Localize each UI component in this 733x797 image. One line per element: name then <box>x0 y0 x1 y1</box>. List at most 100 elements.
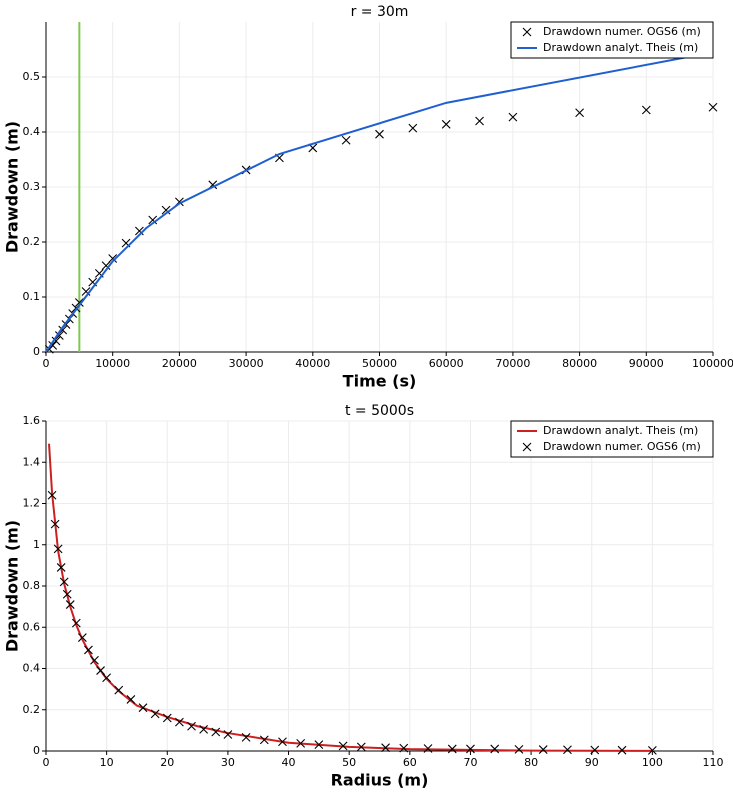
legend-label: Drawdown numer. OGS6 (m) <box>543 440 701 453</box>
data-point <box>441 119 451 129</box>
data-point <box>490 744 500 754</box>
y-tick-label: 0.4 <box>23 662 41 675</box>
data-point <box>134 226 144 236</box>
data-point <box>514 744 524 754</box>
series-line <box>48 443 653 752</box>
data-point <box>54 331 64 340</box>
data-point <box>56 563 66 572</box>
legend-label: Drawdown numer. OGS6 (m) <box>543 25 701 38</box>
data-point <box>466 744 475 754</box>
y-tick-label: 1.2 <box>23 497 41 510</box>
x-axis-label: Time (s) <box>343 372 417 391</box>
data-point <box>74 298 84 307</box>
data-point <box>50 519 60 529</box>
data-point <box>71 618 81 628</box>
legend-swatch <box>522 442 532 452</box>
data-point <box>356 742 366 752</box>
x-tick-label: 30 <box>221 756 235 769</box>
data-point <box>278 737 287 747</box>
x-tick-label: 0 <box>43 357 50 370</box>
x-tick-label: 40 <box>282 756 296 769</box>
data-point <box>126 695 136 704</box>
data-point <box>399 743 409 753</box>
y-tick-label: 0.5 <box>23 70 41 83</box>
x-tick-label: 20000 <box>162 357 197 370</box>
chart-title: t = 5000s <box>345 403 414 419</box>
data-point <box>65 600 75 609</box>
data-point <box>90 655 99 665</box>
legend: Drawdown analyt. Theis (m) Drawdown numer… <box>510 420 714 458</box>
y-tick-label: 0.3 <box>23 180 41 193</box>
x-tick-label: 70000 <box>495 357 530 370</box>
x-tick-label: 30000 <box>229 357 264 370</box>
data-point <box>59 577 69 587</box>
data-point <box>101 261 111 271</box>
x-tick-label: 100 <box>642 756 663 769</box>
x-tick-label: 40000 <box>295 357 330 370</box>
x-tick-label: 70 <box>463 756 477 769</box>
x-axis-label: Radius (m) <box>331 771 429 790</box>
y-tick-label: 0.4 <box>23 125 41 138</box>
data-point <box>62 589 72 599</box>
plot-area <box>47 443 657 755</box>
y-tick-label: 0 <box>33 345 40 358</box>
data-point <box>148 215 158 225</box>
y-axis-label: Drawdown (m) <box>3 520 22 652</box>
data-point <box>641 105 651 115</box>
data-point <box>51 336 61 346</box>
data-point <box>161 205 171 215</box>
data-point <box>96 666 105 675</box>
y-tick-label: 0.8 <box>23 579 41 592</box>
x-tick-label: 10 <box>100 756 114 769</box>
data-point <box>162 713 172 723</box>
data-point <box>381 743 390 753</box>
data-point <box>84 645 93 655</box>
series-line <box>45 51 714 353</box>
data-point <box>314 740 324 749</box>
data-point <box>48 341 58 350</box>
data-point <box>538 745 548 754</box>
chart-title: r = 30m <box>351 4 409 20</box>
y-tick-label: 0.2 <box>23 703 41 716</box>
data-point <box>408 123 418 133</box>
data-point <box>617 745 627 755</box>
data-point <box>708 102 718 112</box>
data-point <box>259 735 269 745</box>
x-tick-label: 50000 <box>362 357 397 370</box>
data-point <box>375 129 384 139</box>
data-point <box>423 744 433 753</box>
legend: Drawdown numer. OGS6 (m) Drawdown analyt.… <box>510 21 714 59</box>
y-tick-label: 1.4 <box>23 455 41 468</box>
x-tick-label: 20 <box>160 756 174 769</box>
data-point <box>187 721 196 731</box>
y-tick-label: 0.2 <box>23 235 41 248</box>
x-tick-label: 90 <box>585 756 599 769</box>
data-point <box>563 745 572 755</box>
y-tick-label: 1 <box>33 538 40 551</box>
legend-box <box>510 420 714 458</box>
data-point <box>590 745 600 755</box>
data-point <box>108 254 118 263</box>
legend-box <box>510 21 714 59</box>
y-tick-label: 1.6 <box>23 414 41 427</box>
x-tick-label: 60 <box>403 756 417 769</box>
data-point <box>102 673 112 683</box>
y-tick-label: 0 <box>33 744 40 757</box>
x-tick-label: 90000 <box>629 357 664 370</box>
x-tick-label: 0 <box>43 756 50 769</box>
legend-label: Drawdown analyt. Theis (m) <box>543 424 698 437</box>
data-point <box>53 544 63 554</box>
data-point <box>114 685 124 695</box>
data-point <box>175 717 184 727</box>
x-tick-label: 50 <box>342 756 356 769</box>
data-point <box>338 741 348 751</box>
data-point <box>508 112 518 122</box>
data-point <box>241 732 251 742</box>
data-point <box>223 730 233 739</box>
data-point <box>475 116 484 126</box>
data-point <box>77 633 87 642</box>
x-tick-label: 110 <box>703 756 724 769</box>
x-tick-label: 80 <box>524 756 538 769</box>
